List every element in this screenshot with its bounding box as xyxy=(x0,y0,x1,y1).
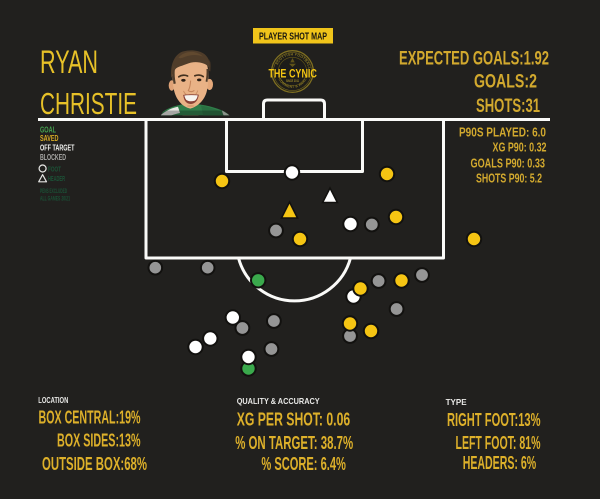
svg-text:PLAYER SHOT MAP: PLAYER SHOT MAP xyxy=(259,30,327,42)
svg-text:GOALS P90: 0.33: GOALS P90: 0.33 xyxy=(471,157,546,171)
svg-text:RIGHT FOOT:13%: RIGHT FOOT:13% xyxy=(447,409,541,430)
svg-text:EXPECTED GOALS:1.92: EXPECTED GOALS:1.92 xyxy=(399,48,549,70)
svg-text:XG PER SHOT: 0.06: XG PER SHOT: 0.06 xyxy=(237,409,351,430)
svg-text:BOX SIDES:13%: BOX SIDES:13% xyxy=(57,430,141,451)
svg-text:ALL GAMES 20/21: ALL GAMES 20/21 xyxy=(40,196,70,203)
svg-text:PENS EXCLUDED: PENS EXCLUDED xyxy=(40,188,67,195)
svg-text:% SCORE: 6.4%: % SCORE: 6.4% xyxy=(261,453,346,474)
svg-text:BLOCKED: BLOCKED xyxy=(40,153,66,162)
svg-text:THE CYNIC: THE CYNIC xyxy=(268,67,317,81)
svg-text:TYPE: TYPE xyxy=(446,397,467,407)
svg-text:SHOTS:31: SHOTS:31 xyxy=(476,95,540,117)
svg-text:QUALITY & ACCURACY: QUALITY & ACCURACY xyxy=(237,396,320,406)
svg-text:SAVED: SAVED xyxy=(40,134,59,143)
svg-text:% ON TARGET: 38.7%: % ON TARGET: 38.7% xyxy=(235,432,353,453)
svg-text:SHOTS P90: 5.2: SHOTS P90: 5.2 xyxy=(476,172,542,186)
svg-text:P90S PLAYED: 6.0: P90S PLAYED: 6.0 xyxy=(459,126,546,140)
svg-text:LOCATION: LOCATION xyxy=(38,395,68,405)
svg-text:OFF TARGET: OFF TARGET xyxy=(40,144,75,153)
svg-text:BOX CENTRAL:19%: BOX CENTRAL:19% xyxy=(39,406,141,427)
svg-text:HEADERS: 6%: HEADERS: 6% xyxy=(463,452,537,473)
svg-text:CHRISTIE: CHRISTIE xyxy=(40,86,137,121)
svg-text:LEFT FOOT: 81%: LEFT FOOT: 81% xyxy=(456,432,541,453)
svg-text:XG P90: 0.32: XG P90: 0.32 xyxy=(493,141,547,155)
svg-text:FOOT: FOOT xyxy=(48,164,61,173)
svg-text:GOAL: GOAL xyxy=(40,125,56,134)
svg-text:HEADER: HEADER xyxy=(48,174,65,183)
svg-text:GOALS:2: GOALS:2 xyxy=(474,71,537,93)
svg-text:OUTSIDE BOX:68%: OUTSIDE BOX:68% xyxy=(42,453,147,474)
svg-text:SINCE 2011: SINCE 2011 xyxy=(286,79,299,83)
svg-text:RYAN: RYAN xyxy=(40,44,98,80)
